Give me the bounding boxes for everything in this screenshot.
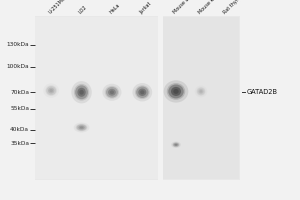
Text: 35kDa: 35kDa: [10, 141, 29, 146]
Ellipse shape: [78, 125, 85, 130]
Ellipse shape: [75, 85, 88, 99]
Text: LO2: LO2: [78, 5, 88, 15]
Text: Jurkat: Jurkat: [139, 1, 153, 15]
Text: 130kDa: 130kDa: [7, 42, 29, 47]
Ellipse shape: [43, 83, 59, 98]
Ellipse shape: [164, 80, 188, 103]
Ellipse shape: [79, 90, 84, 95]
Ellipse shape: [171, 141, 181, 148]
Ellipse shape: [50, 89, 53, 92]
Text: GATAD2B: GATAD2B: [247, 89, 278, 95]
Ellipse shape: [136, 87, 148, 98]
Bar: [161, 17, 239, 179]
Bar: [158, 16, 163, 180]
Ellipse shape: [175, 144, 177, 145]
Ellipse shape: [173, 89, 179, 94]
Ellipse shape: [174, 143, 178, 146]
Text: Rat thymus: Rat thymus: [223, 0, 246, 15]
Bar: [34, 16, 240, 180]
Text: U-251MG: U-251MG: [48, 0, 67, 15]
Ellipse shape: [172, 142, 180, 147]
Ellipse shape: [138, 89, 146, 96]
Ellipse shape: [135, 85, 150, 99]
Text: HeLa: HeLa: [108, 3, 121, 15]
Ellipse shape: [171, 87, 181, 96]
Ellipse shape: [168, 84, 184, 98]
Ellipse shape: [102, 84, 122, 101]
Ellipse shape: [108, 89, 116, 96]
Ellipse shape: [173, 143, 179, 147]
Ellipse shape: [76, 124, 86, 131]
Ellipse shape: [77, 88, 86, 97]
Ellipse shape: [71, 81, 92, 103]
Ellipse shape: [48, 88, 54, 94]
Ellipse shape: [140, 90, 145, 94]
Ellipse shape: [167, 83, 185, 100]
Ellipse shape: [199, 89, 203, 94]
Ellipse shape: [80, 126, 83, 129]
Text: 70kDa: 70kDa: [10, 90, 29, 95]
Bar: [35, 17, 160, 179]
Ellipse shape: [195, 86, 207, 97]
Ellipse shape: [132, 83, 152, 101]
Text: Mouse kidney: Mouse kidney: [197, 0, 225, 15]
Text: 40kDa: 40kDa: [10, 127, 29, 132]
Ellipse shape: [45, 85, 57, 96]
Ellipse shape: [76, 124, 88, 131]
Ellipse shape: [197, 88, 205, 95]
Text: 100kDa: 100kDa: [7, 64, 29, 69]
Ellipse shape: [46, 86, 56, 95]
Ellipse shape: [106, 87, 118, 98]
Ellipse shape: [105, 86, 119, 99]
Ellipse shape: [110, 90, 114, 94]
Ellipse shape: [200, 90, 202, 93]
Ellipse shape: [74, 123, 89, 133]
Text: 55kDa: 55kDa: [10, 106, 29, 111]
Text: Mouse brain: Mouse brain: [172, 0, 197, 15]
Ellipse shape: [74, 84, 89, 101]
Ellipse shape: [196, 87, 206, 96]
